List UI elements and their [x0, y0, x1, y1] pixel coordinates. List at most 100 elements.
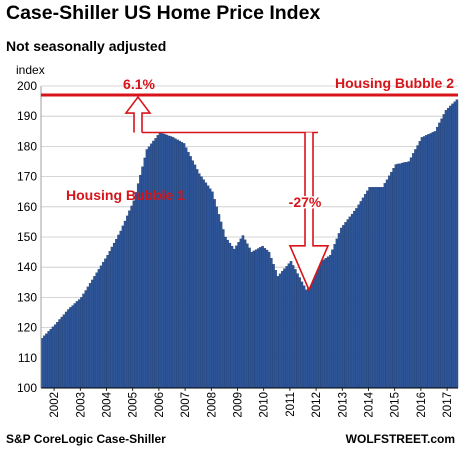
brand-credit: WOLFSTREET.com [345, 432, 455, 446]
bar [56, 322, 59, 389]
drop-arrow [288, 132, 330, 292]
bar [425, 135, 428, 389]
bar [418, 141, 422, 389]
bar [276, 276, 280, 389]
x-tick-label: 2015 [390, 392, 402, 418]
bar [405, 161, 408, 389]
bar [82, 293, 85, 389]
rise-percent-label: 6.1% [123, 76, 155, 92]
bar [366, 190, 369, 389]
x-tick-label: 2013 [337, 392, 349, 418]
bar [119, 230, 122, 389]
bar [97, 269, 101, 389]
bar [246, 243, 249, 389]
bar [298, 277, 301, 389]
bar [416, 145, 419, 389]
bar [235, 245, 238, 389]
bar [315, 264, 319, 389]
bar [377, 187, 380, 389]
x-tick-label: 2011 [285, 392, 297, 417]
bar [420, 137, 424, 389]
x-tick-label: 2009 [232, 392, 244, 418]
bar [379, 187, 382, 389]
bar [215, 206, 219, 389]
bar [436, 126, 439, 389]
bar [58, 319, 61, 389]
bar [329, 254, 332, 389]
bar [45, 333, 48, 389]
bar [265, 249, 269, 389]
bar [283, 268, 286, 389]
bar-series [40, 99, 459, 389]
y-axis-label: index [16, 63, 45, 77]
y-tick-label: 110 [18, 351, 37, 365]
bar [93, 276, 96, 389]
bar [51, 326, 55, 389]
bar [372, 187, 376, 389]
bar [67, 309, 70, 389]
bar [139, 174, 142, 389]
bar [165, 134, 168, 389]
bar [160, 133, 164, 389]
bar [318, 262, 321, 389]
chart-subtitle: Not seasonally adjusted [6, 38, 167, 54]
bar [112, 242, 116, 389]
bar [53, 324, 57, 389]
bar [150, 143, 153, 389]
bar [241, 235, 245, 389]
bar [270, 258, 273, 389]
bar [267, 251, 271, 389]
bar [130, 205, 133, 389]
bar [294, 269, 297, 389]
bar [390, 171, 393, 389]
bar [381, 187, 384, 389]
x-tick-label: 2010 [259, 392, 271, 418]
bar [104, 258, 107, 389]
y-tick-label: 170 [17, 170, 37, 184]
bar [108, 251, 112, 389]
housing-bubble-1-label: Housing Bubble 1 [66, 187, 185, 203]
bar [442, 114, 446, 389]
bar [154, 138, 157, 389]
bar [385, 179, 389, 389]
bar [300, 281, 304, 389]
bar [62, 314, 66, 389]
bar [198, 173, 201, 389]
bar [239, 238, 243, 389]
bar [121, 225, 125, 389]
bar [311, 274, 315, 389]
bar [75, 301, 79, 389]
bar [431, 132, 435, 389]
y-tick-label: 180 [17, 139, 37, 153]
bar [320, 261, 323, 389]
bar [80, 297, 83, 389]
bar [409, 157, 413, 389]
bar [243, 239, 247, 389]
bar [178, 140, 181, 389]
bar [368, 187, 371, 389]
bar [49, 328, 53, 389]
bar [403, 162, 406, 389]
bar [313, 269, 317, 389]
x-tick-label: 2017 [442, 392, 454, 418]
bar [228, 242, 232, 389]
bar [427, 134, 430, 389]
bar [110, 246, 114, 389]
bar [414, 149, 417, 389]
bar [396, 163, 400, 389]
bar [136, 183, 140, 389]
y-tick-label: 150 [17, 230, 37, 244]
x-tick-label: 2007 [180, 392, 192, 418]
x-tick-label: 2012 [311, 392, 323, 418]
bar [191, 160, 194, 389]
bar [171, 137, 175, 389]
bar [237, 242, 240, 389]
bar [128, 210, 131, 389]
bar [272, 264, 275, 389]
bar [353, 210, 356, 389]
x-tick-label: 2002 [49, 392, 61, 418]
bar [88, 283, 92, 389]
bar [91, 279, 94, 389]
bar [361, 197, 365, 389]
bar [438, 122, 441, 389]
